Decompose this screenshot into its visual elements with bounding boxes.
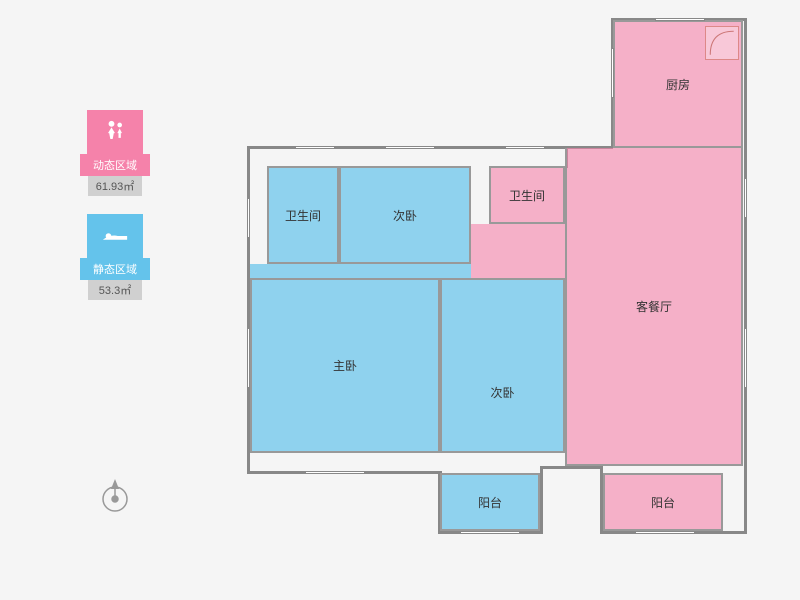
kitchen-counter [705,26,739,60]
window [385,146,435,149]
dynamic-icon [87,110,143,154]
static-value: 53.3㎡ [88,280,142,300]
balcony1-label: 阳台 [478,494,502,511]
bathroom1-label: 卫生间 [285,207,321,224]
window [655,18,705,21]
livingroom-label: 客餐厅 [636,298,672,315]
room-masterbed: 主卧 [250,278,440,453]
compass-icon [95,475,135,515]
window [460,531,520,534]
bedroom2b-label: 次卧 [490,384,514,401]
kitchen-label: 厨房 [666,76,690,93]
floorplan: 厨房 客餐厅 卫生间 卫生间 次卧 主卧 次卧 阳台 阳台 [235,18,765,583]
legend-static: 静态区域 53.3㎡ [80,214,150,300]
room-corridor [471,224,565,278]
window [611,48,614,98]
legend-dynamic: 动态区域 61.93㎡ [80,110,150,196]
room-bedroom2a: 次卧 [339,166,471,264]
room-bedroom2b: 次卧 [440,278,565,453]
window [247,328,250,388]
legend-panel: 动态区域 61.93㎡ 静态区域 53.3㎡ [80,110,150,318]
bedroom2a-label: 次卧 [393,207,417,224]
window [295,146,335,149]
static-label: 静态区域 [80,258,150,280]
room-balcony2: 阳台 [603,473,723,531]
masterbed-label: 主卧 [333,357,357,374]
room-bathroom1: 卫生间 [267,166,339,264]
room-balcony1: 阳台 [440,473,540,531]
balcony-gap [540,466,603,534]
window [744,328,747,388]
bathroom2-label: 卫生间 [509,187,545,204]
window [305,471,365,474]
room-bathroom2: 卫生间 [489,166,565,224]
room-livingroom: 客餐厅 [565,148,743,466]
static-icon [87,214,143,258]
room-fill1 [250,264,471,278]
window [247,198,250,238]
window [505,146,545,149]
dynamic-value: 61.93㎡ [88,176,142,196]
frame-seg [744,18,747,534]
window [744,178,747,218]
window [635,531,695,534]
dynamic-label: 动态区域 [80,154,150,176]
balcony2-label: 阳台 [651,494,675,511]
